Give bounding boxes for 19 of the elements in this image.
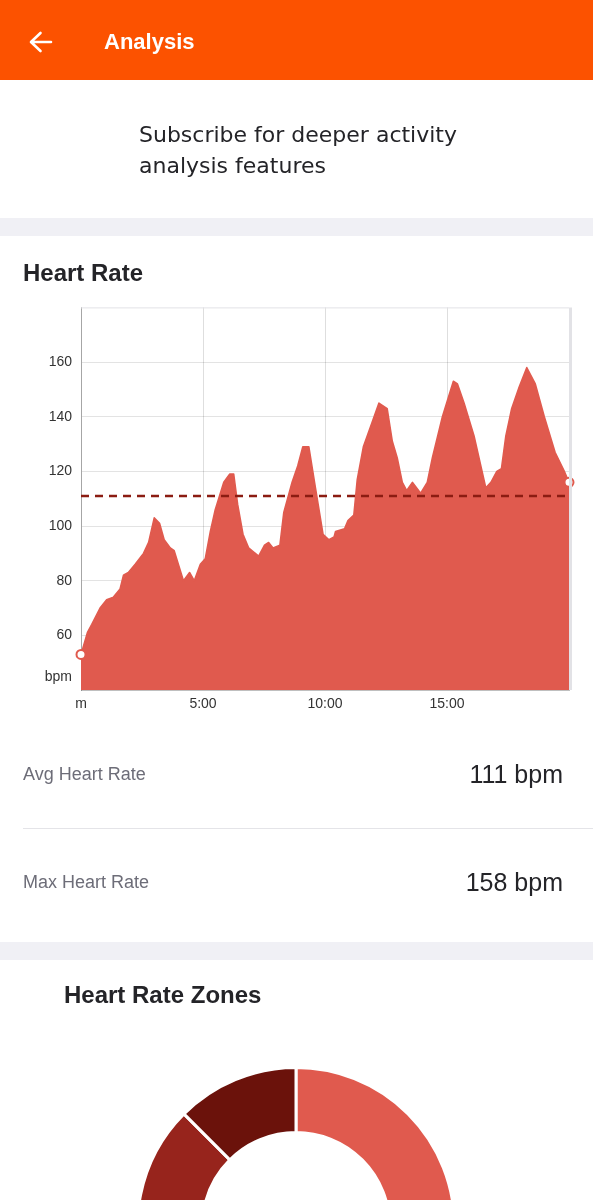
y-tick-label: 120 (48, 462, 73, 479)
x-tick-label: 10:00 (307, 695, 343, 712)
chart-title: Heart Rate Zones (64, 980, 262, 1010)
text: Avg Heart Rate (23, 763, 146, 786)
text: Max Heart Rate (23, 871, 150, 894)
x-tick-label: 5:00 (189, 695, 217, 712)
y-tick-label: 100 (48, 516, 73, 533)
text: 158 bpm (465, 867, 563, 898)
y-tick-label: 160 (48, 352, 73, 369)
y-tick-label: 80 (56, 571, 73, 588)
y-axis-title: bpm (44, 667, 72, 684)
x-tick-label: 15:00 (429, 695, 465, 712)
y-tick-label: 60 (56, 626, 73, 643)
chart-title: Heart Rate (23, 258, 144, 288)
text: 111 bpm (469, 759, 563, 790)
text: Analysis (104, 28, 195, 56)
text: Subscribe for deeper activity analysis features (139, 121, 458, 180)
y-tick-label: 140 (48, 407, 73, 424)
x-tick-label: m (75, 695, 87, 712)
